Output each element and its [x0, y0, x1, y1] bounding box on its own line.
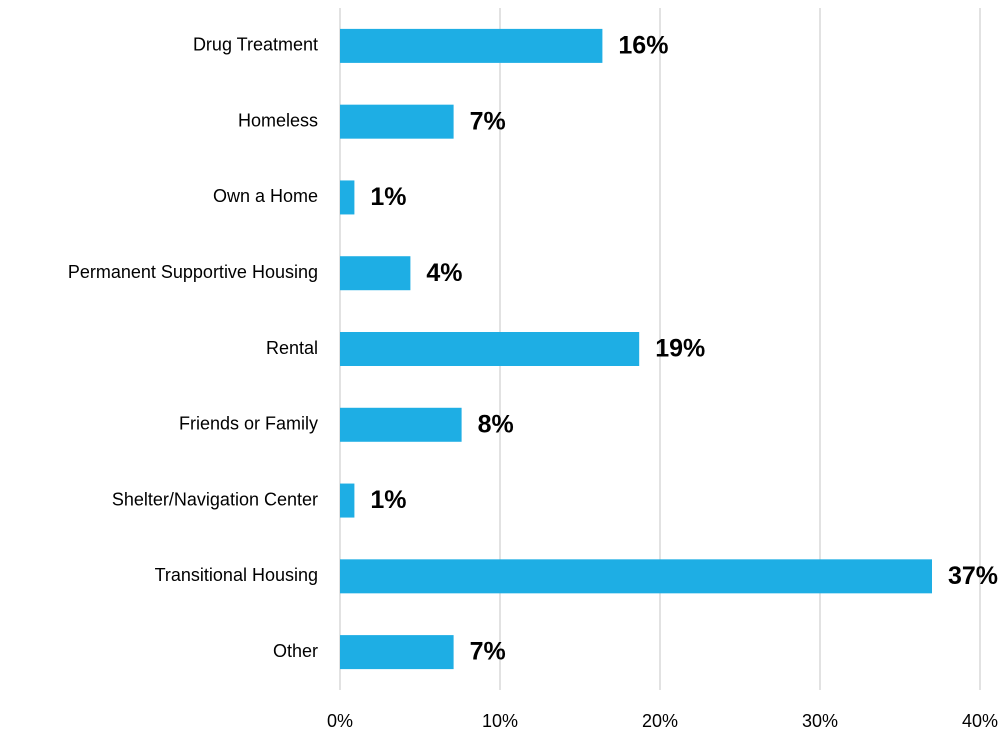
value-label: 19%	[655, 335, 705, 363]
bar	[340, 104, 454, 139]
y-tick-label: Shelter/Navigation Center	[112, 489, 318, 509]
y-tick-label: Transitional Housing	[155, 565, 318, 585]
y-tick-label: Rental	[266, 338, 318, 358]
y-tick-label: Homeless	[238, 110, 318, 130]
bar	[340, 635, 454, 670]
bar	[340, 256, 411, 291]
x-tick-label: 10%	[482, 711, 518, 731]
bar	[340, 483, 355, 518]
value-label: 7%	[470, 107, 506, 135]
value-label: 16%	[618, 31, 668, 59]
value-label: 7%	[470, 638, 506, 666]
value-label: 8%	[478, 410, 514, 438]
y-tick-label: Own a Home	[213, 186, 318, 206]
bar	[340, 28, 603, 63]
bar	[340, 180, 355, 215]
y-tick-label: Other	[273, 641, 318, 661]
bar	[340, 407, 462, 442]
value-label: 1%	[370, 183, 406, 211]
bar	[340, 332, 640, 366]
bar	[340, 559, 932, 594]
y-tick-label: Permanent Supportive Housing	[68, 262, 318, 282]
x-tick-label: 40%	[962, 711, 998, 731]
value-label: 4%	[426, 259, 462, 287]
y-tick-label: Friends or Family	[179, 414, 318, 434]
x-tick-label: 20%	[642, 711, 678, 731]
x-tick-label: 0%	[327, 711, 353, 731]
value-label: 1%	[370, 486, 406, 514]
x-tick-label: 30%	[802, 711, 838, 731]
value-label: 37%	[948, 562, 998, 590]
y-tick-label: Drug Treatment	[193, 35, 318, 55]
